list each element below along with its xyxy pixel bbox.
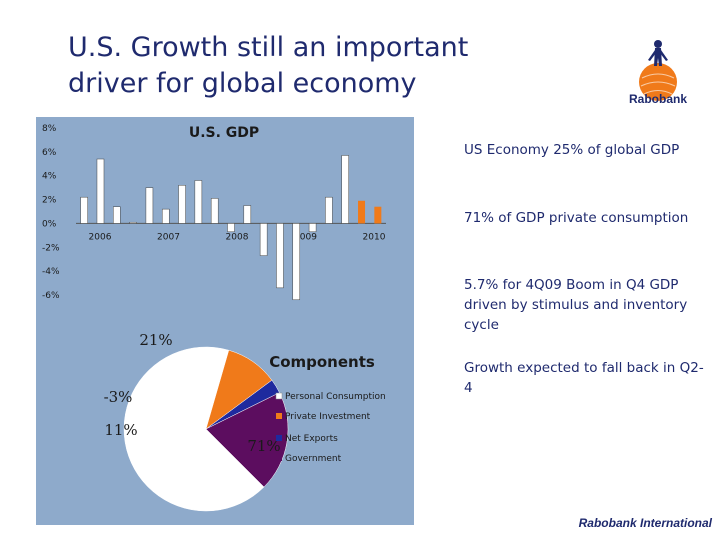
- pie-value-label: 21%: [139, 331, 172, 349]
- gdp-bar: [113, 206, 121, 224]
- rabobank-logo: [639, 40, 677, 101]
- gdp-bar: [243, 205, 252, 224]
- bullet-2: 71% of GDP private consumption: [464, 210, 689, 226]
- gdp-bar: [161, 208, 170, 224]
- gdp-chart-title: U.S. GDP: [189, 125, 259, 141]
- gdp-bar: [178, 185, 186, 224]
- gdp-bar: [129, 221, 137, 224]
- gdp-bar: [227, 223, 235, 233]
- gdp-bar: [80, 196, 88, 224]
- legend-swatch: [276, 455, 282, 461]
- y-tick-label: -6%: [42, 291, 60, 301]
- legend-swatch: [276, 413, 282, 419]
- gdp-bar: [341, 155, 349, 224]
- y-tick-label: -2%: [42, 243, 60, 253]
- legend-entry: Net Exports: [285, 434, 338, 444]
- chart-panel: U.S. GDP 8% 6% 4% 2% 0% -2% -4% -6% 2006 2007 2008…: [36, 117, 414, 525]
- slide-title: U.S. Growth still an important driver fo…: [68, 30, 588, 102]
- bullet-3: 5.7% for 4Q09 Boom in Q4 GDP driven by s…: [464, 277, 688, 333]
- gdp-bar: [259, 223, 268, 256]
- gdp-bar: [292, 223, 301, 301]
- legend-entry: Private Investment: [285, 412, 371, 422]
- legend-entry: Personal Consumption: [285, 392, 386, 402]
- y-tick-label: 4%: [42, 172, 57, 182]
- bullet-4: Growth expected to fall back in Q2-4: [464, 360, 704, 396]
- logo-figure-icon: [648, 40, 668, 66]
- x-year-label: 2008: [226, 232, 249, 242]
- gdp-bar: [145, 187, 154, 224]
- x-year-label: 2006: [89, 232, 112, 242]
- gdp-bar: [276, 223, 284, 289]
- legend-entry: Government: [285, 454, 342, 464]
- footer-brand: Rabobank International: [578, 516, 712, 530]
- gdp-bar: [308, 223, 317, 233]
- y-tick-label: -4%: [42, 267, 60, 277]
- y-tick-label: 2%: [42, 196, 57, 206]
- y-tick-label: 0%: [42, 219, 57, 229]
- pie-slice: [205, 392, 289, 488]
- pie-value-label: 11%: [104, 421, 137, 439]
- charts-svg: U.S. GDP 8% 6% 4% 2% 0% -2% -4% -6% 2006 2007 2008…: [42, 124, 386, 512]
- x-year-label: 2009: [294, 232, 317, 242]
- slide-title-line-1: U.S. Growth still an important: [68, 32, 469, 63]
- pie-slice: [123, 346, 265, 512]
- bullet-1: US Economy 25% of global GDP: [464, 142, 680, 158]
- slide-title-line-2: driver for global economy: [68, 68, 417, 99]
- legend-swatch: [276, 435, 282, 441]
- y-tick-label: 8%: [42, 124, 57, 134]
- y-tick-label: 6%: [42, 148, 57, 158]
- logo-wordmark: Rabobank: [628, 92, 687, 106]
- x-year-label: 2007: [157, 232, 180, 242]
- gdp-bar: [325, 196, 333, 224]
- gdp-bar: [374, 206, 382, 224]
- pie-value-label: -3%: [104, 388, 133, 406]
- gdp-bar: [194, 180, 203, 224]
- pie-value-label: 71%: [247, 437, 280, 455]
- legend-swatch: [275, 392, 283, 400]
- pie-chart-title: Components: [269, 353, 375, 371]
- x-year-label: 2010: [363, 232, 386, 242]
- gdp-bar: [210, 198, 219, 224]
- gdp-bar: [358, 200, 366, 224]
- gdp-bar: [96, 158, 105, 224]
